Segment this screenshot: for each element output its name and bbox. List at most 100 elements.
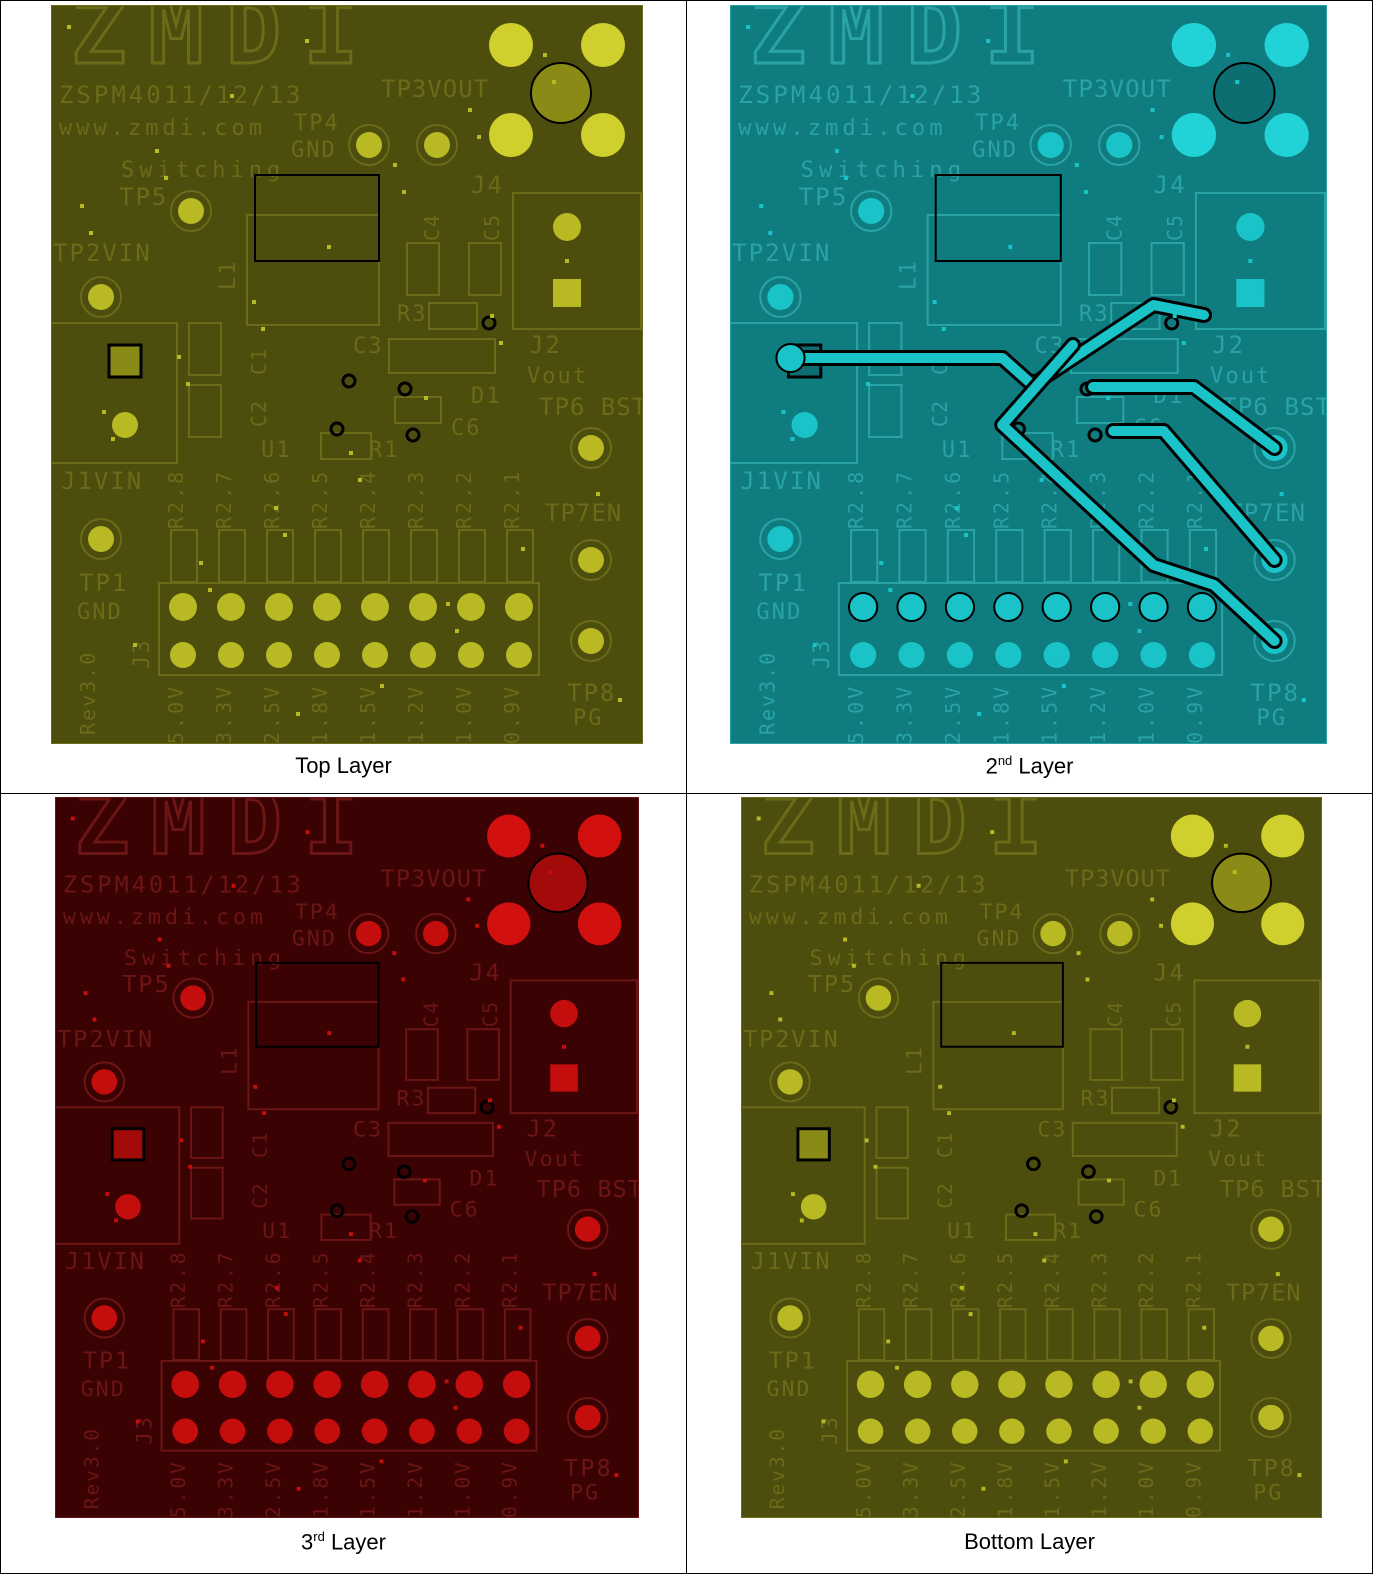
header-pad: [218, 642, 244, 668]
j2-pad: [553, 213, 581, 241]
fiducial-dot: [1171, 1098, 1176, 1103]
fiducial-dot: [80, 204, 84, 208]
silkscreen-label: GND: [767, 1377, 812, 1402]
copper-trace: [997, 340, 1280, 646]
capacitor-outline: [1150, 1028, 1184, 1081]
fiducial-dot: [371, 657, 375, 661]
silkscreen-label: C3: [353, 334, 384, 359]
silkscreen-label: PG: [1256, 705, 1287, 731]
testpoint-ring: [172, 977, 214, 1019]
fiducial-dot: [932, 300, 937, 304]
fiducial-dot: [947, 1111, 952, 1116]
fiducial-dot: [1181, 341, 1186, 345]
fiducial-dot: [92, 1017, 97, 1022]
silkscreen-label: GND: [977, 926, 1022, 951]
fiducial-dot: [201, 1339, 205, 1344]
header-pad: [1186, 592, 1218, 622]
fiducial-dot: [790, 437, 795, 441]
via: [1163, 1099, 1179, 1115]
copper-trace: [1087, 382, 1280, 453]
fiducial-dot: [1223, 843, 1228, 848]
fiducial-dot: [1172, 314, 1177, 318]
silkscreen-label: GND: [77, 600, 123, 625]
silkscreen-label: 1.8V: [994, 1459, 1017, 1518]
fiducial-dot: [543, 53, 547, 57]
capacitor-outline: [1089, 1028, 1123, 1081]
r3-outline: [1110, 1086, 1161, 1115]
silkscreen-label: R1: [1051, 437, 1082, 463]
silkscreen-label: Rev3.0: [80, 1427, 103, 1509]
fiducial-dot: [1030, 451, 1035, 455]
fiducial-dot: [981, 1486, 986, 1491]
vout-pad: [1264, 113, 1309, 157]
silkscreen-label: U1: [261, 438, 292, 463]
via: [1088, 1209, 1104, 1224]
header-pad: [171, 1370, 200, 1398]
trace-endpoint-pad: [775, 343, 806, 373]
fiducial-dot: [895, 1365, 900, 1370]
silkscreen-label: TP8: [564, 1454, 613, 1482]
testpoint-pad: [355, 920, 382, 947]
silkscreen-label: GND: [972, 137, 1018, 163]
header-pad: [456, 1418, 483, 1444]
caption-top-layer: Top Layer: [295, 753, 392, 778]
testpoint-pad: [777, 1305, 803, 1331]
fiducial-dot: [1076, 951, 1081, 956]
vout-pad: [489, 113, 533, 157]
silkscreen-label: TP4: [295, 900, 340, 925]
fiducial-dot: [1235, 80, 1240, 84]
capacitor-outline: [405, 1028, 439, 1081]
header-pad: [502, 1370, 531, 1398]
silkscreen-label: Vout: [525, 1147, 585, 1172]
d1-outline: [387, 1121, 494, 1158]
silkscreen-label: R3: [1081, 1086, 1111, 1111]
silkscreen-label: www.zmdi.com: [59, 116, 266, 141]
silkscreen-label: R1: [369, 1219, 399, 1244]
silkscreen-label: TP4: [979, 900, 1024, 925]
silkscreen-label: TP3VOUT: [1063, 75, 1172, 103]
fiducial-dot: [179, 1138, 184, 1143]
testpoint-pad: [767, 526, 794, 552]
via: [1087, 427, 1103, 443]
via: [404, 1209, 420, 1224]
silkscreen-label: 2.5V: [262, 1459, 285, 1518]
fiducial-dot: [941, 327, 946, 331]
silkscreen-label: 1.8V: [989, 684, 1013, 744]
fiducial-dot: [1008, 245, 1013, 249]
silkscreen-label: R2.6: [941, 469, 965, 529]
c6-outline: [394, 396, 442, 424]
header-pad: [267, 1418, 293, 1444]
header-pad: [455, 1370, 484, 1398]
panel-3rd-layer: ZMDI ZSPM4011/12/13 www.zmdi.com Switching T…: [1, 794, 686, 1573]
fiducial-dot: [1202, 1325, 1207, 1330]
silkscreen-label: C4: [1102, 213, 1126, 241]
header-pad: [314, 642, 340, 668]
fiducial-dot: [358, 478, 362, 482]
silkscreen-label: TP8: [1247, 1454, 1295, 1482]
silkscreen-label: 1.2V: [404, 684, 428, 744]
fiducial-dot: [444, 1379, 449, 1384]
testpoint-ring: [1250, 1317, 1292, 1359]
silkscreen-label: J2: [527, 1115, 559, 1143]
silkscreen-label: Vout: [527, 364, 588, 389]
testpoint-pad: [767, 284, 794, 310]
fiducial-dot: [296, 712, 300, 716]
vout-pad: [581, 23, 625, 67]
fiducial-dot: [327, 245, 331, 249]
vout-pad: [577, 902, 622, 946]
silkscreen-label: 1.5V: [1041, 1459, 1064, 1518]
silkscreen-label: C2: [249, 1181, 272, 1208]
silkscreen-label: R2.6: [262, 1250, 285, 1309]
fiducial-dot: [199, 561, 203, 565]
j2-pad: [550, 999, 578, 1028]
j1-square-pad: [110, 1127, 146, 1162]
fiducial-dot: [1128, 602, 1133, 606]
silkscreen-label: R2.7: [212, 469, 236, 529]
header-pad: [1041, 592, 1072, 622]
silkscreen-label: Switching: [124, 946, 286, 971]
silkscreen-label: C6: [450, 1198, 480, 1223]
fiducial-dot: [135, 1419, 140, 1424]
silkscreen-label: 2.5V: [941, 684, 965, 744]
via: [1081, 1164, 1096, 1179]
silkscreen-label: PG: [1253, 1481, 1283, 1506]
